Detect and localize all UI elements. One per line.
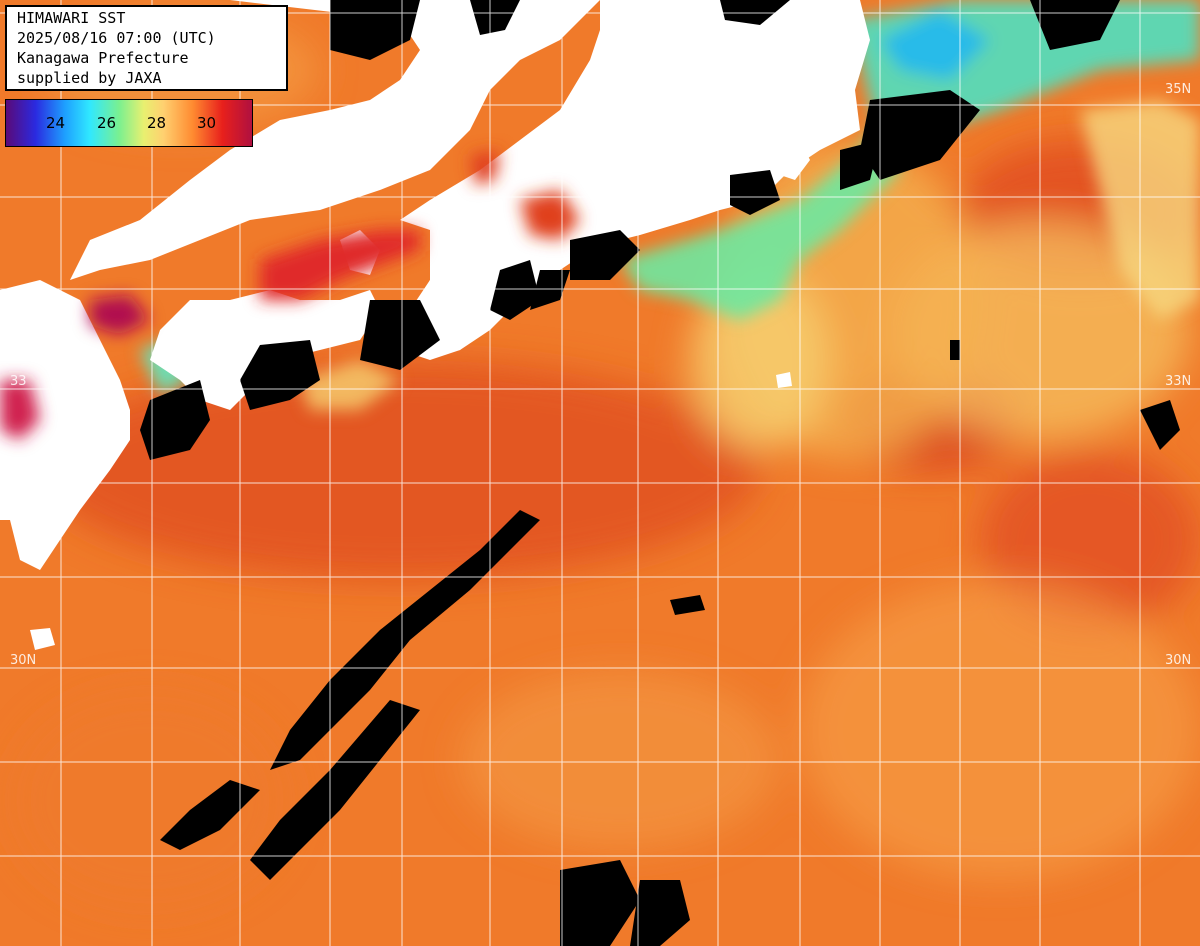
- oshima: [776, 372, 792, 388]
- sst-color-legend: 24 26 28 30: [5, 99, 253, 147]
- info-box: HIMAWARI SST 2025/08/16 07:00 (UTC) Kana…: [5, 5, 288, 91]
- map-datetime: 2025/08/16 07:00 (UTC): [17, 29, 216, 47]
- cloud-band-1: [270, 510, 540, 770]
- lat-label-30n-left: 30N: [10, 653, 37, 668]
- lat-label-33n-right: 33N: [1165, 374, 1192, 389]
- kyushu: [0, 280, 130, 570]
- map-title: HIMAWARI SST: [17, 9, 126, 27]
- honshu: [70, 0, 600, 280]
- legend-tick-28: 28: [147, 114, 167, 132]
- legend-tick-26: 26: [97, 114, 117, 132]
- lat-label-30n-right: 30N: [1165, 653, 1192, 668]
- cloud-band-3: [160, 780, 260, 850]
- kii-peninsula: [400, 220, 560, 355]
- legend-tick-24: 24: [46, 114, 66, 132]
- kyushu-south: [0, 440, 30, 520]
- lat-label-33n-left: 33: [10, 374, 27, 389]
- cloud-band-2: [250, 700, 420, 880]
- map-credit: supplied by JAXA: [17, 69, 162, 87]
- legend-tick-30: 30: [197, 114, 217, 132]
- izu-peninsula: [780, 140, 810, 180]
- island-tanegashima: [30, 628, 55, 650]
- lat-label-35n-right: 35N: [1165, 82, 1192, 97]
- map-organization: Kanagawa Prefecture: [17, 49, 189, 67]
- inland-sea-warm: [0, 150, 580, 440]
